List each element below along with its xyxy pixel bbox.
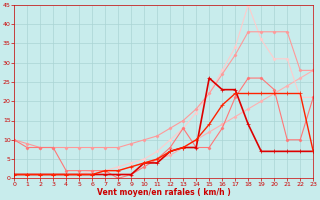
X-axis label: Vent moyen/en rafales ( km/h ): Vent moyen/en rafales ( km/h )	[97, 188, 230, 197]
